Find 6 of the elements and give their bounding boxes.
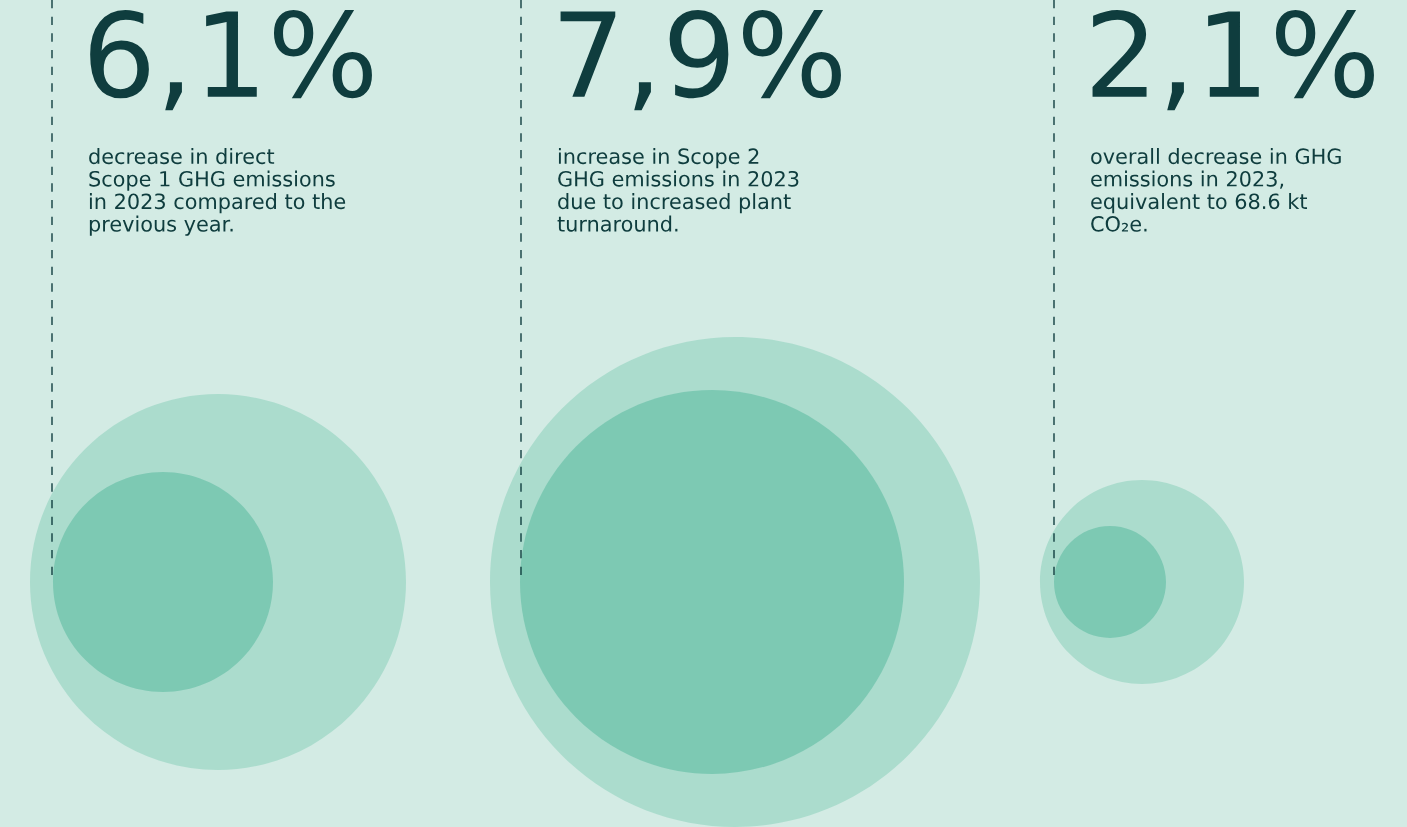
data-label: 2,1% — [1092, 10, 1374, 111]
data-label: 6,1% — [90, 10, 372, 111]
text: overall decrease in GHG emissions in 2023, equivalent to 68.6 kt CO₂e. — [1091, 148, 1341, 232]
text: decrease in direct Scope 1 GHG emissions in 2023 compared to the previous year. — [89, 148, 346, 236]
data-label: 7,9% — [560, 10, 841, 111]
text: increase in Scope 2 GHG emissions in 2023 due to increased plant turnaround. — [557, 148, 799, 232]
